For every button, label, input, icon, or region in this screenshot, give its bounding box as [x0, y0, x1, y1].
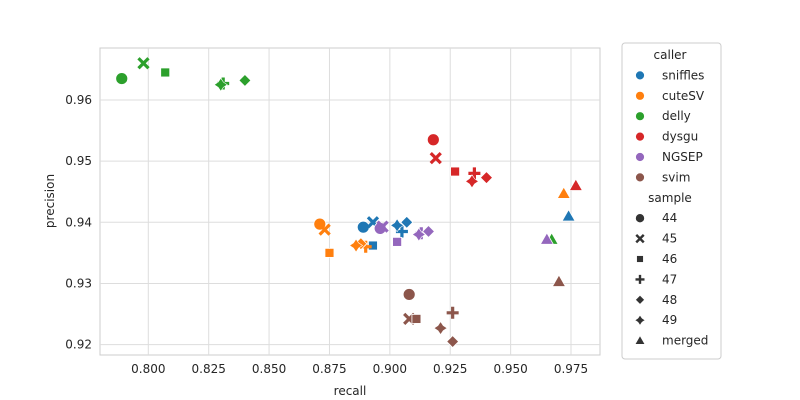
- x-tick-label: 0.950: [493, 362, 527, 376]
- legend-swatch-svim: [635, 172, 645, 183]
- data-point-delly-49: [213, 77, 228, 92]
- x-axis-label: recall: [334, 384, 367, 398]
- x-tick-label: 0.925: [433, 362, 467, 376]
- x-tick-label: 0.800: [131, 362, 165, 376]
- data-point-svim-47: [446, 306, 459, 319]
- data-point-svim-49: [433, 321, 448, 336]
- legend-label-dysgu: dysgu: [662, 130, 698, 144]
- legend-swatch-delly: [635, 111, 645, 122]
- data-point-svim-46: [411, 314, 422, 324]
- legend-title-caller: caller: [654, 48, 687, 62]
- y-axis-label: precision: [43, 174, 57, 228]
- legend-marker-49: [634, 314, 646, 326]
- data-point-cuteSV-46: [324, 247, 335, 258]
- data-point-dysgu-44: [426, 133, 440, 147]
- x-tick-labels: 0.800 0.825 0.850 0.875 0.900 0.925 0.950 0.975: [131, 362, 588, 376]
- data-point-svim-merged: [551, 274, 567, 287]
- legend-title-sample: sample: [648, 191, 692, 205]
- y-tick-label: 0.92: [65, 338, 92, 352]
- data-point-dysgu-merged: [568, 178, 584, 191]
- legend-swatch-NGSEP: [635, 152, 645, 162]
- legend-label-delly: delly: [662, 109, 691, 123]
- legend-label-sample-49: 49: [662, 313, 677, 327]
- legend-swatch-sniffles: [635, 70, 645, 81]
- x-tick-label: 0.875: [312, 362, 346, 376]
- data-point-cuteSV-merged: [556, 186, 571, 199]
- legend-swatch-dysgu: [635, 131, 645, 142]
- x-tick-label: 0.975: [554, 362, 588, 376]
- data-point-sniffles-49: [390, 218, 405, 233]
- y-tick-label: 0.94: [65, 215, 92, 229]
- x-tick-label: 0.900: [373, 362, 407, 376]
- legend-marker-merged: [634, 335, 646, 345]
- data-point-NGSEP-46: [392, 236, 403, 247]
- y-tick-label: 0.95: [65, 154, 92, 168]
- data-point-dysgu-46: [450, 166, 460, 177]
- data-point-NGSEP-49: [411, 227, 426, 242]
- legend-marker-45: [635, 234, 645, 244]
- legend-marker-47: [635, 274, 645, 284]
- data-point-NGSEP-merged: [539, 232, 555, 245]
- data-point-sniffles-merged: [561, 208, 576, 222]
- legend-label-sniffles: sniffles: [662, 68, 704, 82]
- data-point-delly-46: [160, 67, 171, 78]
- legend-label-svim: svim: [662, 170, 690, 184]
- legend: caller sniffles cuteSV delly dysgu NGSEP svim s…: [621, 42, 722, 360]
- data-point-cuteSV-49: [348, 238, 364, 253]
- legend-marker-46: [636, 255, 644, 263]
- data-point-sniffles-47: [395, 225, 408, 238]
- data-point-NGSEP-45: [376, 220, 389, 233]
- plot-area: [99, 47, 601, 356]
- data-point-svim-44: [402, 288, 416, 301]
- grid-lines: [100, 48, 600, 355]
- y-tick-label: 0.93: [65, 276, 92, 290]
- legend-swatch-cuteSV: [635, 90, 645, 101]
- data-point-dysgu-47: [468, 167, 481, 180]
- data-point-delly-45: [137, 57, 150, 70]
- legend-label-sample-44: 44: [662, 211, 677, 225]
- legend-label-sample-46: 46: [662, 252, 677, 266]
- data-point-sniffles-44: [356, 220, 370, 234]
- y-tick-labels: 0.92 0.93 0.94 0.95 0.96: [65, 93, 92, 352]
- legend-frame: [621, 42, 722, 360]
- x-tick-label: 0.850: [252, 362, 286, 376]
- data-point-delly-44: [115, 72, 129, 85]
- data-point-delly-48: [238, 73, 252, 87]
- legend-label-NGSEP: NGSEP: [662, 150, 703, 164]
- legend-label-sample-48: 48: [662, 293, 677, 307]
- legend-marker-48: [635, 294, 645, 305]
- legend-label-sample-merged: merged: [662, 334, 708, 348]
- data-points: [115, 57, 584, 349]
- y-tick-label: 0.96: [65, 93, 92, 107]
- legend-label-sample-47: 47: [662, 272, 677, 286]
- data-point-cuteSV-45: [318, 223, 331, 236]
- data-point-dysgu-48: [479, 171, 494, 185]
- legend-marker-44: [635, 213, 645, 224]
- data-point-dysgu-45: [429, 151, 442, 165]
- legend-label-cuteSV: cuteSV: [662, 89, 705, 103]
- data-point-dysgu-49: [464, 174, 480, 189]
- data-point-svim-48: [446, 334, 460, 349]
- x-tick-label: 0.825: [192, 362, 226, 376]
- legend-label-sample-45: 45: [662, 232, 677, 246]
